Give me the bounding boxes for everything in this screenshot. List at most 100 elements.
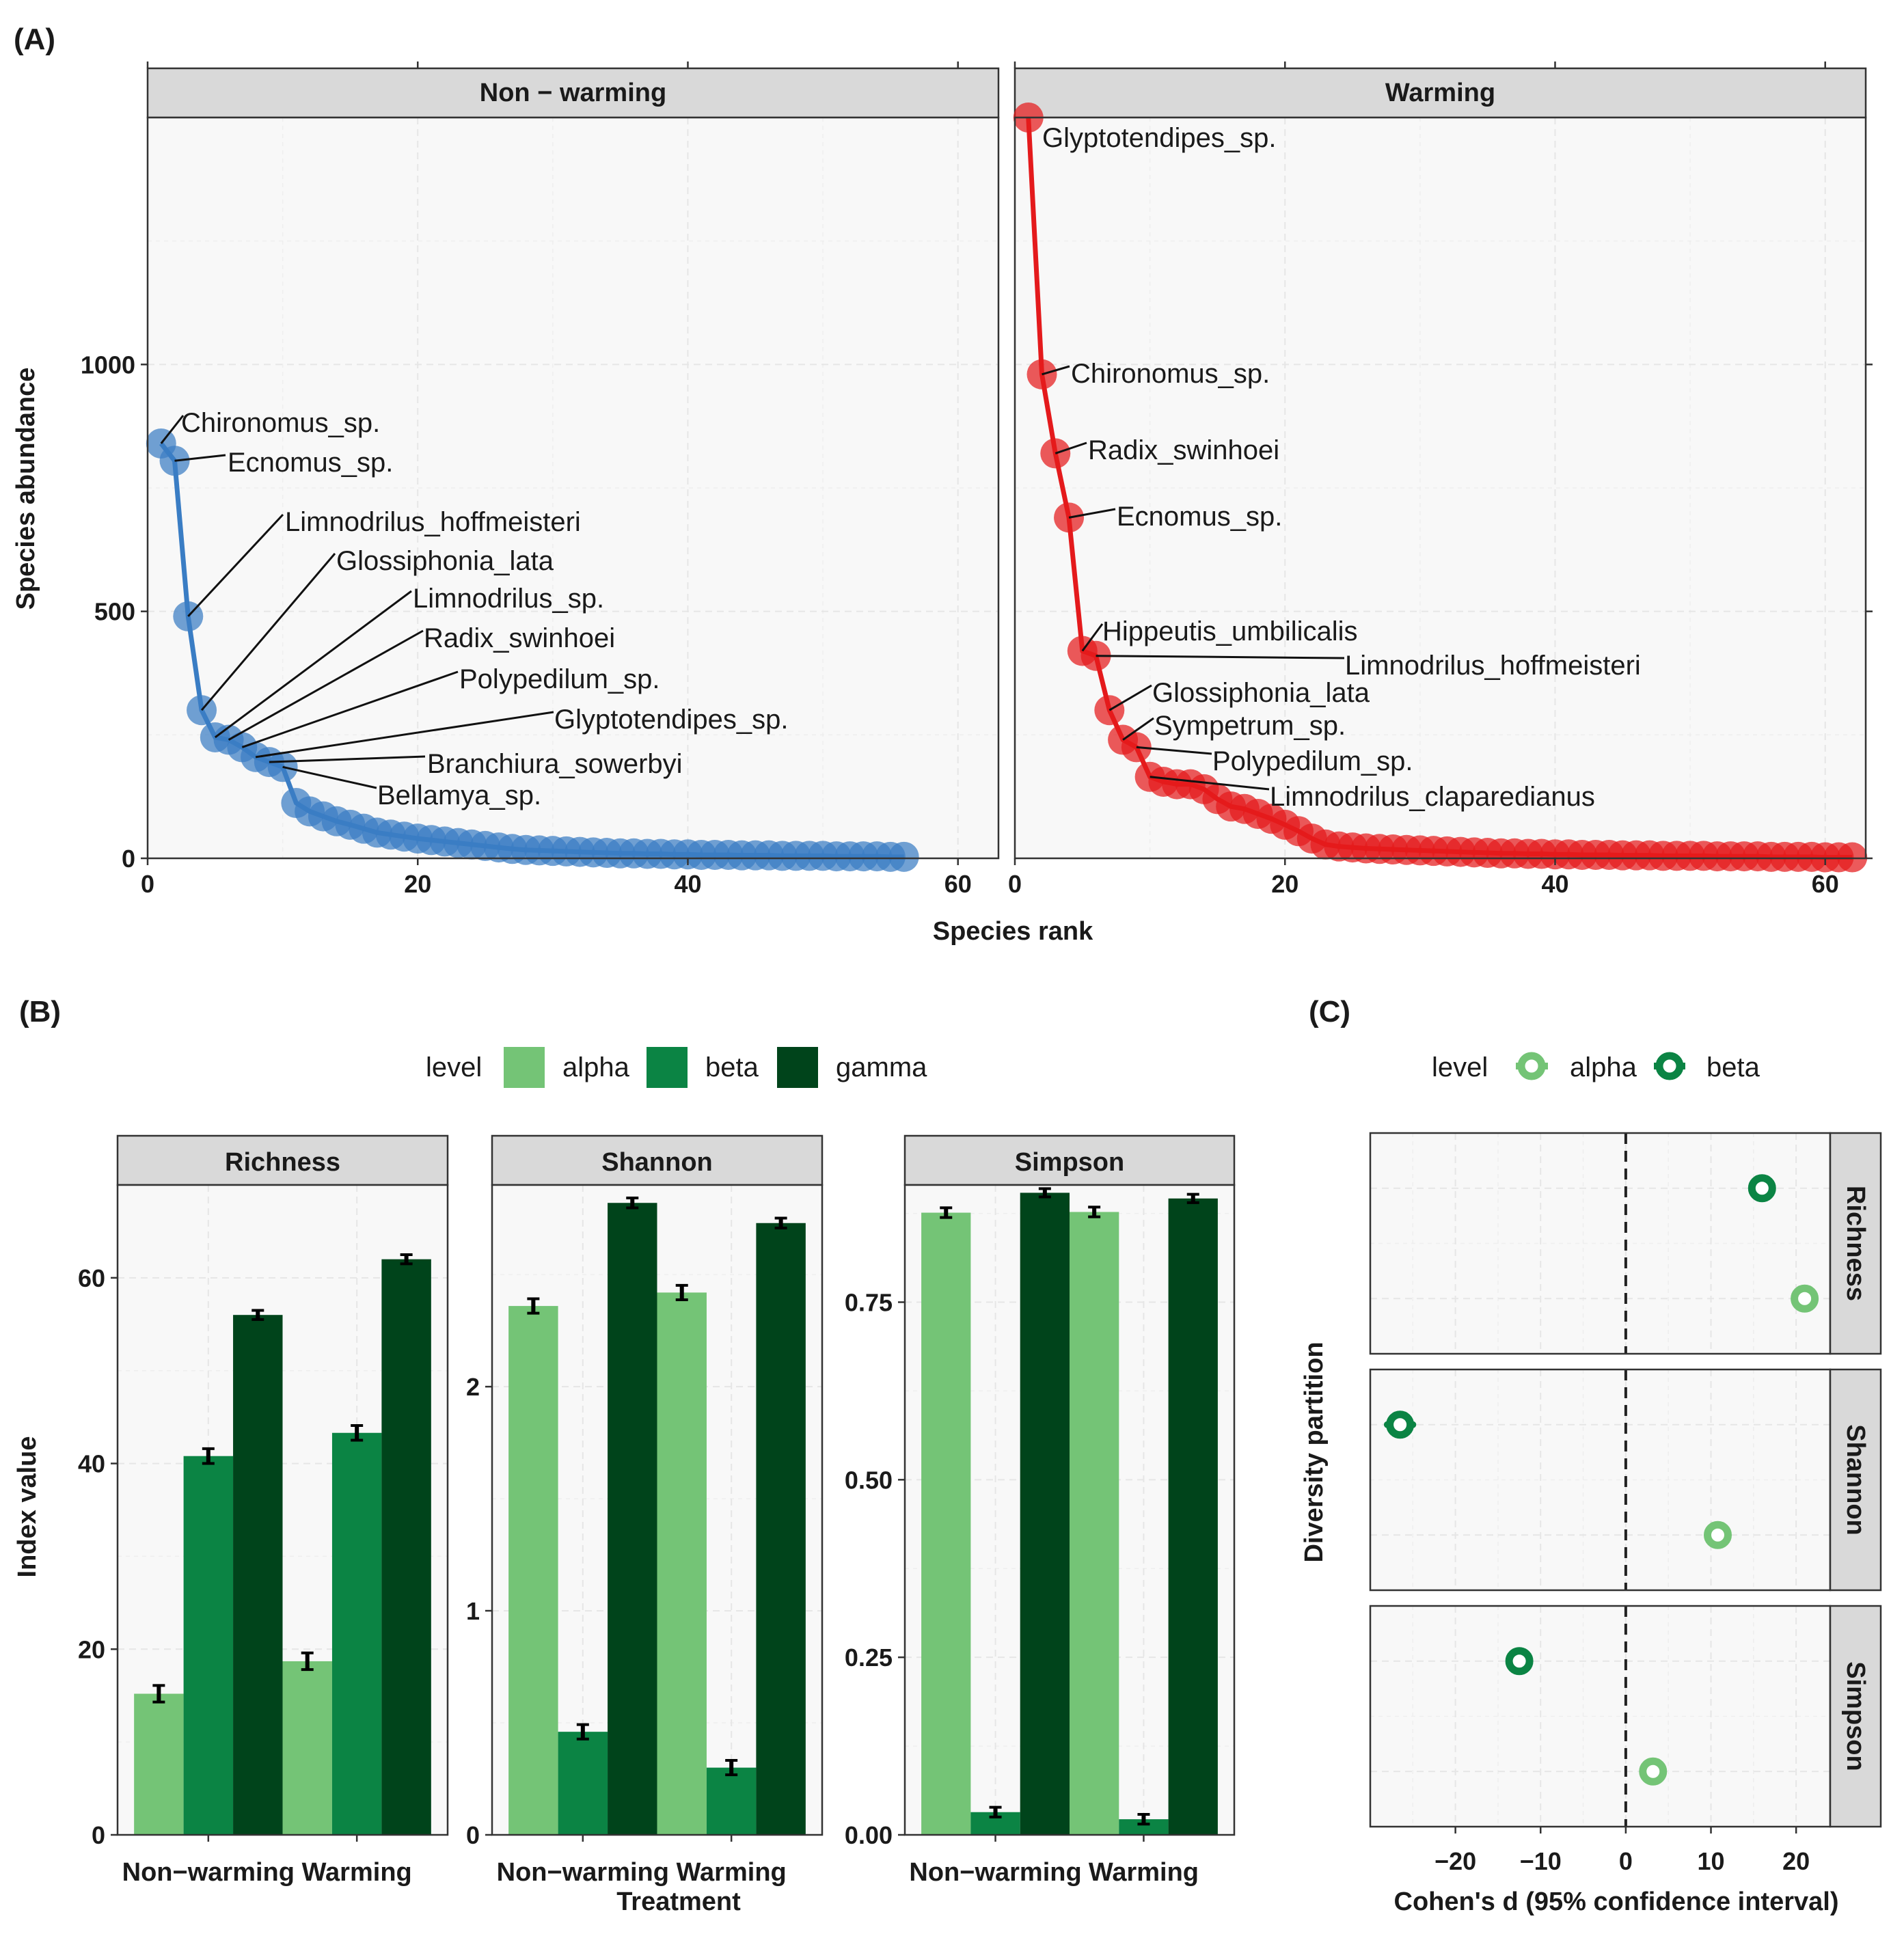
label-leader-line: [174, 454, 226, 462]
y-tick-label: 500: [94, 598, 135, 626]
label-leader-line: [1150, 776, 1270, 791]
panel-c-legend: level alpha beta: [1432, 1052, 1760, 1082]
x-tick-label: 40: [674, 870, 701, 898]
x-tick-label: Warming: [677, 1858, 787, 1887]
x-tick-label: Warming: [1089, 1858, 1199, 1887]
effect-point: [1703, 1521, 1732, 1549]
x-tick-label: 20: [404, 870, 431, 898]
facet-strip-label: Richness: [1841, 1186, 1870, 1301]
facet-strip: [146, 67, 1000, 119]
panel-a-x-title: Species rank: [933, 917, 1093, 946]
y-tick-label: 0.75: [845, 1288, 893, 1316]
x-tick-label: 60: [1812, 870, 1839, 898]
effect-point: [1655, 1052, 1684, 1080]
bar-gamma: [608, 1203, 657, 1835]
bar-gamma: [233, 1315, 283, 1835]
facet-strip: [116, 1134, 449, 1186]
species-label: Glyptotendipes_sp.: [554, 705, 788, 735]
y-tick-label: 40: [78, 1450, 105, 1478]
panel-c-x-title: Cohen's d (95% confidence interval): [1394, 1887, 1839, 1916]
y-tick-label: 2: [466, 1373, 480, 1401]
plot-border: [146, 116, 1000, 860]
facet-simpson: Simpson Non−warming Warming 0.00 0.25 0.50 0.7…: [845, 1134, 1236, 1887]
plot-border: [1014, 116, 1867, 860]
facet-strip-label: Shannon: [1841, 1424, 1870, 1536]
legend-label-beta: beta: [705, 1052, 759, 1082]
label-leader-line: [1081, 623, 1104, 652]
x-tick-label: 20: [1271, 870, 1298, 898]
label-leader-line: [1055, 441, 1087, 454]
species-label: Chironomus_sp.: [181, 408, 380, 438]
facet-simpson: Simpson: [1369, 1605, 1882, 1828]
effect-point: [1747, 1174, 1776, 1203]
legend-key-gamma: [777, 1047, 818, 1088]
effect-point: [1386, 1410, 1415, 1439]
bar-beta: [558, 1732, 608, 1835]
x-tick-label: 20: [1782, 1847, 1810, 1875]
panel-label-a: (A): [14, 23, 55, 56]
legend-label-beta-c: beta: [1706, 1052, 1760, 1082]
label-leader-line: [200, 553, 336, 711]
species-label: Limnodrilus_hoffmeisteri: [285, 507, 581, 537]
bar-alpha: [921, 1212, 971, 1835]
effect-point: [1639, 1757, 1668, 1786]
panel-c-y-title: Diversity partition: [1300, 1341, 1329, 1562]
bar-gamma: [1020, 1192, 1070, 1835]
label-leader-line: [228, 629, 424, 741]
species-label: Limnodrilus_sp.: [413, 584, 604, 614]
x-tick-label: Non−warming: [122, 1858, 295, 1887]
species-label: Limnodrilus_claparedianus: [1270, 782, 1595, 812]
label-leader-line: [282, 765, 377, 789]
effect-point: [1791, 1284, 1819, 1313]
facet-richness: Richness: [1369, 1132, 1882, 1355]
label-leader-line: [1122, 717, 1154, 741]
y-tick-label: 0.00: [845, 1821, 893, 1849]
label-leader-line: [1068, 508, 1116, 519]
plot-border: [903, 1184, 1236, 1836]
y-tick-label: 20: [78, 1635, 105, 1663]
bar-beta: [706, 1767, 757, 1835]
y-tick-label: 0: [122, 845, 135, 873]
species-label: Branchiura_sowerbyi: [427, 749, 683, 779]
legend-key-beta: [647, 1047, 688, 1088]
legend-key-alpha-point: [1516, 1052, 1548, 1080]
bar-gamma: [1168, 1198, 1218, 1835]
panel-label-b: (B): [19, 995, 61, 1028]
x-tick-label: 0: [1008, 870, 1022, 898]
panel-a-rank-abundance: Non − warming Chironomus_sp. Ecnomus_sp. Li…: [81, 62, 1873, 898]
facet-strip-label: Simpson: [1841, 1661, 1870, 1771]
species-label: Bellamya_sp.: [377, 780, 541, 810]
panel-b-legend: level alpha beta gamma: [426, 1047, 927, 1088]
label-leader-line: [1109, 684, 1152, 711]
facet-strip: [903, 1134, 1236, 1186]
label-leader-line: [214, 590, 412, 739]
facet-strip-label: Shannon: [601, 1148, 713, 1177]
x-tick-label: 10: [1697, 1847, 1724, 1875]
bar-beta: [1119, 1819, 1169, 1835]
y-tick-label: 0: [466, 1821, 480, 1849]
facet-shannon: Shannon Non−warming Warming 0 1 2: [466, 1134, 824, 1887]
x-tick-label: Non−warming: [497, 1858, 669, 1887]
bar-alpha: [657, 1292, 707, 1835]
bar-alpha: [1070, 1212, 1119, 1835]
y-tick-label: 60: [78, 1264, 105, 1292]
species-label: Sympetrum_sp.: [1154, 711, 1346, 741]
y-tick-label: 0.25: [845, 1644, 893, 1672]
species-label: Radix_swinhoei: [424, 623, 615, 653]
facet-strip: [491, 1134, 824, 1186]
bar-beta: [183, 1456, 234, 1835]
facet-non-warming: Non − warming Chironomus_sp. Ecnomus_sp. Li…: [81, 62, 1000, 898]
label-leader-line: [269, 755, 426, 763]
bar-alpha: [508, 1306, 558, 1835]
species-label: Chironomus_sp.: [1071, 359, 1270, 389]
y-tick-label: 1: [466, 1597, 480, 1625]
panel-b-x-title: Treatment: [616, 1887, 741, 1916]
panel-a-y-title: Species abundance: [12, 368, 40, 610]
facet-strip: [1014, 67, 1867, 119]
bar-beta: [331, 1432, 382, 1835]
plot-border: [491, 1184, 824, 1836]
label-leader-line: [241, 670, 459, 748]
species-label: Polypedilum_sp.: [1212, 746, 1413, 776]
data-point: [888, 841, 919, 872]
